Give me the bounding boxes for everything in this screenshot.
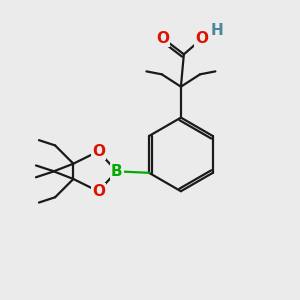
Text: O: O <box>92 144 105 159</box>
Text: H: H <box>211 23 223 38</box>
Text: O: O <box>92 184 105 199</box>
Text: O: O <box>156 31 169 46</box>
Text: B: B <box>111 164 122 179</box>
Text: O: O <box>195 32 208 46</box>
